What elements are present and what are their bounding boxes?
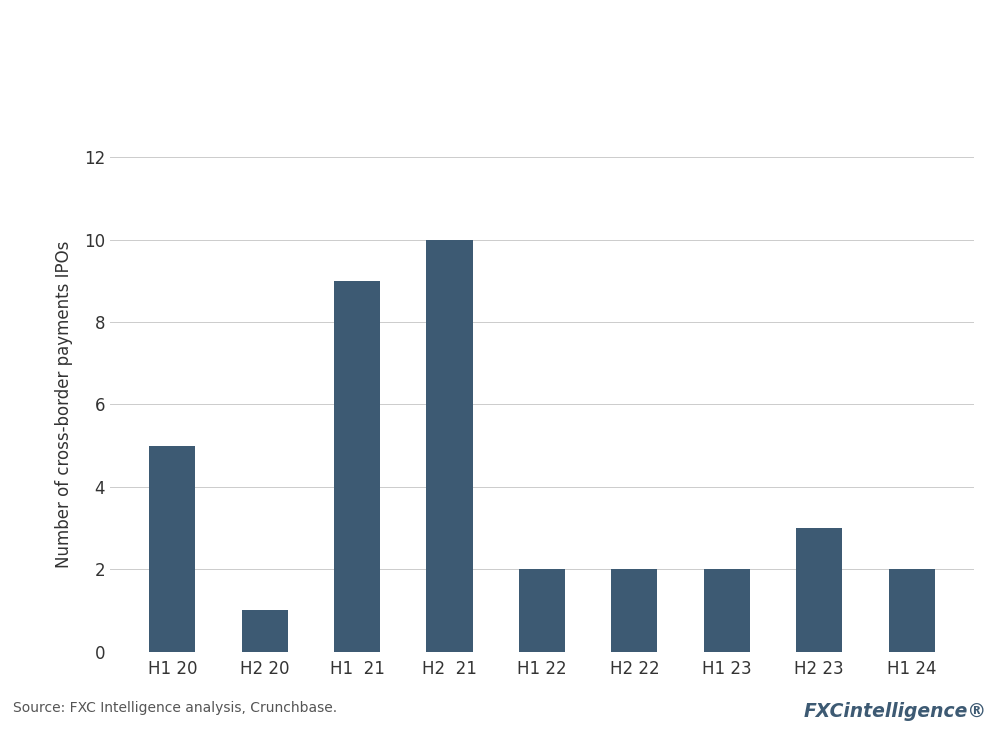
Text: Cross-border payments IPOs decline since 2021: Cross-border payments IPOs decline since… (13, 22, 722, 48)
Bar (518, 569, 565, 652)
Text: Half-yearly number of IPOs on the NASDAQ stock exchange, 2020-2024: Half-yearly number of IPOs on the NASDAQ… (13, 84, 656, 102)
Bar (703, 569, 750, 652)
Text: Source: FXC Intelligence analysis, Crunchbase.: Source: FXC Intelligence analysis, Crunc… (13, 701, 337, 715)
Bar (888, 569, 935, 652)
Text: FXCintelligence®: FXCintelligence® (804, 702, 987, 721)
Y-axis label: Number of cross-border payments IPOs: Number of cross-border payments IPOs (55, 240, 73, 568)
Bar (242, 610, 288, 652)
Bar (334, 281, 381, 652)
Bar (611, 569, 657, 652)
Bar (796, 528, 842, 652)
Bar (427, 240, 473, 652)
Bar (149, 446, 196, 652)
